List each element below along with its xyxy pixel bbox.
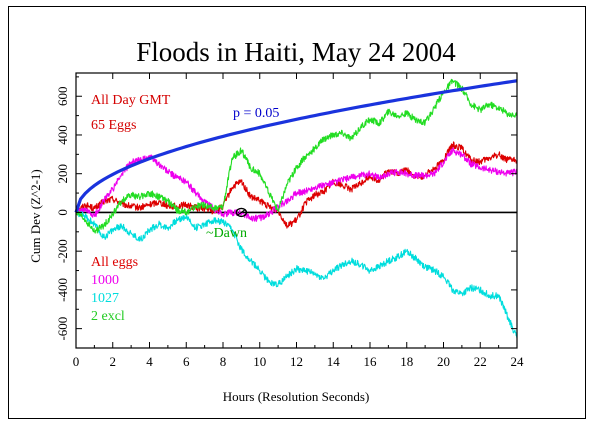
y-tick-label: -600 (55, 317, 70, 341)
x-tick-label: 20 (437, 354, 450, 369)
x-tick-label: 8 (220, 354, 227, 369)
series-line-3 (75, 211, 518, 339)
probability-label: p = 0.05 (233, 106, 279, 121)
y-tick-label: 600 (55, 86, 70, 106)
series-line-2 (75, 147, 518, 222)
x-axis-label: Hours (Resolution Seconds) (223, 389, 370, 404)
series-label-1: All eggs (91, 255, 138, 270)
series-label-3: 1027 (91, 291, 119, 306)
x-tick-label: 2 (110, 354, 117, 369)
y-tick-label: 0 (55, 209, 70, 216)
y-tick-label: 200 (55, 164, 70, 184)
event-marker-stroke (237, 208, 246, 216)
plot-border (75, 72, 518, 349)
probability-envelope-line (74, 79, 518, 213)
chart-title: Floods in Haiti, May 24 2004 (136, 37, 456, 67)
x-tick-label: 6 (183, 354, 190, 369)
x-tick-label: 12 (290, 354, 303, 369)
x-tick-label: 14 (327, 354, 341, 369)
header-label-line2: 65 Eggs (91, 118, 137, 133)
x-tick-label: 4 (146, 354, 153, 369)
y-axis-label: Cum Dev (Z^2-1) (28, 169, 43, 262)
event-marker (235, 207, 248, 218)
x-tick-label: 18 (400, 354, 413, 369)
series-label-2: 1000 (91, 273, 119, 288)
x-tick-label: 0 (73, 354, 80, 369)
event-label: ~Dawn (206, 226, 247, 241)
y-tick-label: -200 (55, 239, 70, 263)
x-tick-label: 22 (474, 354, 487, 369)
series-label-4: 2 excl (91, 309, 125, 324)
y-tick-label: 400 (55, 125, 70, 145)
header-label-line1: All Day GMT (91, 93, 171, 108)
y-tick-label: -400 (55, 278, 70, 302)
x-tick-label: 24 (511, 354, 525, 369)
series-line-1 (75, 141, 518, 229)
x-tick-label: 16 (364, 354, 378, 369)
plot-area: 0 2 4 6 8 10 12 14 16 18 20 22 24-600-400-2000200400… (55, 72, 525, 369)
x-tick-label: 10 (253, 354, 266, 369)
